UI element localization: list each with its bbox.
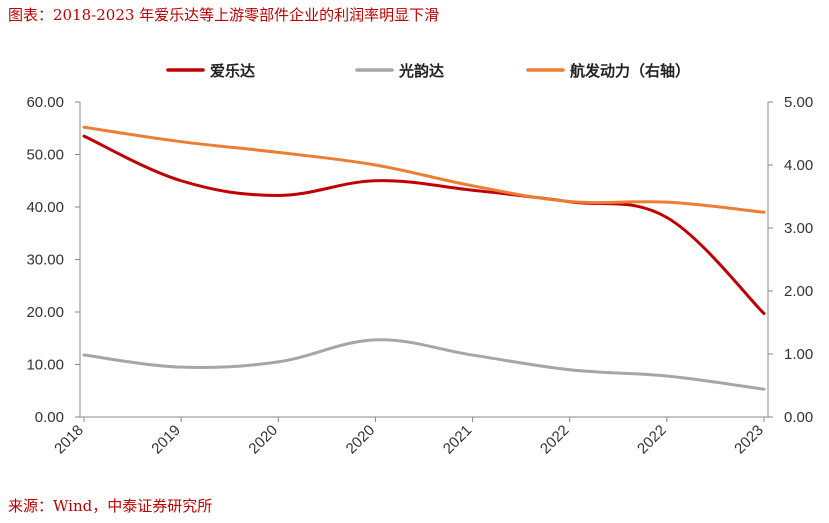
right-tick-label: 1.00 xyxy=(784,346,813,363)
x-tick-label: 2021 xyxy=(440,422,476,458)
right-tick-label: 0.00 xyxy=(784,409,813,426)
legend-label-1: 爱乐达 xyxy=(210,62,255,80)
chart-legend: 爱乐达 光韵达 航发动力（右轴） xyxy=(166,62,690,80)
right-tick-label: 3.00 xyxy=(784,220,813,237)
series-layer xyxy=(82,125,766,391)
line-chart: 0.00 10.00 20.00 30.00 40.00 50.00 60.00 0.00 1.… xyxy=(26,62,813,457)
right-tick-label: 4.00 xyxy=(784,157,813,174)
series-line-1 xyxy=(82,134,766,316)
x-tick-label: 2022 xyxy=(537,422,573,458)
left-tick-label: 60.00 xyxy=(26,94,64,111)
left-tick-label: 10.00 xyxy=(26,357,64,374)
x-tick-label: 2022 xyxy=(634,422,670,458)
legend-label-2: 光韵达 xyxy=(398,62,444,80)
left-tick-label: 0.00 xyxy=(35,409,64,426)
chart-source: 来源：Wind，中泰证券研究所 xyxy=(8,497,213,515)
left-tick-label: 50.00 xyxy=(26,147,64,164)
x-tick-label: 2018 xyxy=(51,422,87,458)
right-tick-label: 5.00 xyxy=(784,94,813,111)
right-tick-label: 2.00 xyxy=(784,283,813,300)
left-tick-label: 30.00 xyxy=(26,252,64,269)
chart-title: 图表：2018-2023 年爱乐达等上游零部件企业的利润率明显下滑 xyxy=(8,6,440,24)
left-tick-label: 40.00 xyxy=(26,199,64,216)
legend-label-3: 航发动力（右轴） xyxy=(570,62,690,80)
x-tick-label: 2020 xyxy=(343,422,379,458)
series-line-2 xyxy=(82,338,766,391)
series-line-3 xyxy=(82,125,766,214)
chart-axes: 0.00 10.00 20.00 30.00 40.00 50.00 60.00 0.00 1.… xyxy=(26,94,813,457)
x-tick-label: 2020 xyxy=(245,422,281,458)
left-tick-label: 20.00 xyxy=(26,304,64,321)
x-tick-label: 2019 xyxy=(148,422,184,458)
x-tick-label: 2023 xyxy=(731,422,767,458)
